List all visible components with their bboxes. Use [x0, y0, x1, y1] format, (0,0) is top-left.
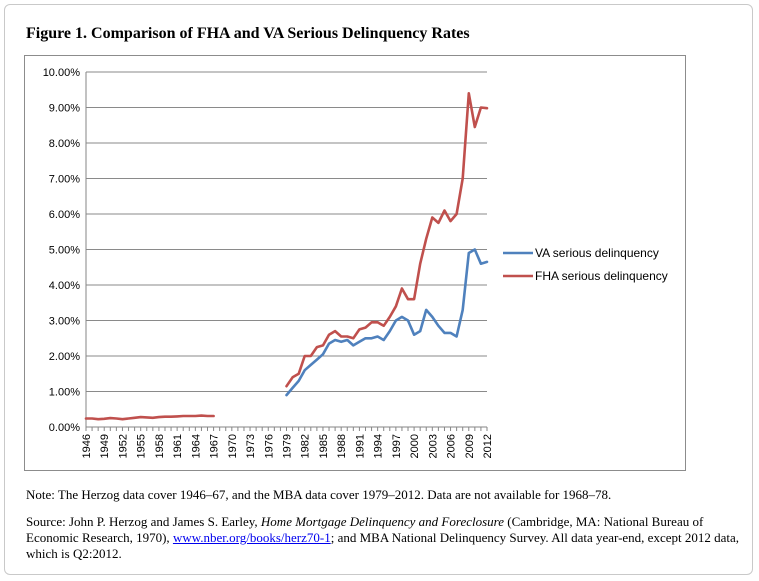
x-tick-label: 1991 — [354, 434, 366, 458]
y-tick-label: 3.00% — [49, 316, 80, 328]
y-tick-label: 4.00% — [49, 280, 80, 292]
legend-label: FHA serious delinquency — [535, 269, 668, 283]
x-tick-label: 2000 — [409, 434, 421, 458]
y-tick-label: 5.00% — [49, 245, 80, 257]
y-tick-label: 6.00% — [49, 209, 80, 221]
chart-area: 0.00% 1.00% 2.00% 3.00% 4.00% 5.00% 6.00% 7.00%… — [24, 55, 686, 471]
series-line-fha — [285, 91, 489, 388]
figure-title: Figure 1. Comparison of FHA and VA Serio… — [26, 25, 470, 42]
y-tick-label: 10.00% — [43, 67, 81, 79]
line-chart: 0.00% 1.00% 2.00% 3.00% 4.00% 5.00% 6.00% 7.00%… — [43, 67, 668, 458]
x-tick-label: 1967 — [209, 434, 221, 458]
x-tick-label: 1964 — [190, 434, 202, 458]
x-tick-label: 1997 — [391, 434, 403, 458]
source-book-title: Home Mortgage Delinquency and Foreclosur… — [260, 514, 505, 529]
x-tick-label: 2012 — [482, 434, 494, 458]
y-tick-label: 8.00% — [49, 138, 80, 150]
x-tick-label: 1982 — [300, 434, 312, 458]
series-lines — [84, 91, 489, 421]
y-axis-ticks: 0.00% 1.00% 2.00% 3.00% 4.00% 5.00% 6.00% 7.00%… — [43, 67, 81, 434]
source-prefix: Source: John P. Herzog and James S. Earl… — [26, 514, 261, 529]
x-tick-label: 1958 — [154, 434, 166, 458]
y-tick-label: 7.00% — [49, 174, 80, 186]
x-tick-label: 1949 — [99, 434, 111, 458]
chart-note: Note: The Herzog data cover 1946–67, and… — [26, 487, 612, 502]
nber-link[interactable]: www.nber.org/books/herz70-1 — [172, 530, 331, 545]
x-tick-label: 1973 — [245, 434, 257, 458]
x-tick-label: 1988 — [336, 434, 348, 458]
y-tick-label: 2.00% — [49, 351, 80, 363]
y-tick-label: 9.00% — [49, 103, 80, 115]
x-tick-label: 2009 — [464, 434, 476, 458]
x-tick-label: 2006 — [446, 434, 458, 458]
legend-label: VA serious delinquency — [535, 246, 659, 260]
source-middle: (Cambridge, MA: National Bureau of Econo… — [26, 514, 704, 545]
y-tick-label: 1.00% — [49, 387, 80, 399]
series-line-fha — [84, 414, 215, 421]
source-suffix: ; and MBA National Delinquency Survey. A… — [26, 530, 739, 561]
source-citation: Source: John P. Herzog and James S. Earl… — [26, 514, 741, 562]
y-tick-label: 0.00% — [49, 422, 80, 434]
gridlines — [85, 71, 487, 428]
x-tick-label: 1979 — [282, 434, 294, 458]
x-tick-label: 1955 — [136, 434, 148, 458]
x-tick-label: 1961 — [172, 434, 184, 458]
x-tick-label: 1994 — [373, 434, 385, 458]
x-tick-label: 1970 — [227, 434, 239, 458]
series-line-va — [285, 248, 489, 397]
x-tick-label: 1946 — [81, 434, 93, 458]
legend: VA serious delinquency FHA serious delinq… — [503, 246, 668, 283]
x-axis-ticks: 1946 1949 1952 1955 1958 1961 1964 1967 1970 1973… — [81, 427, 494, 458]
x-tick-label: 1985 — [318, 434, 330, 458]
x-tick-label: 1952 — [117, 434, 129, 458]
x-tick-label: 1976 — [263, 434, 275, 458]
x-tick-label: 2003 — [427, 434, 439, 458]
